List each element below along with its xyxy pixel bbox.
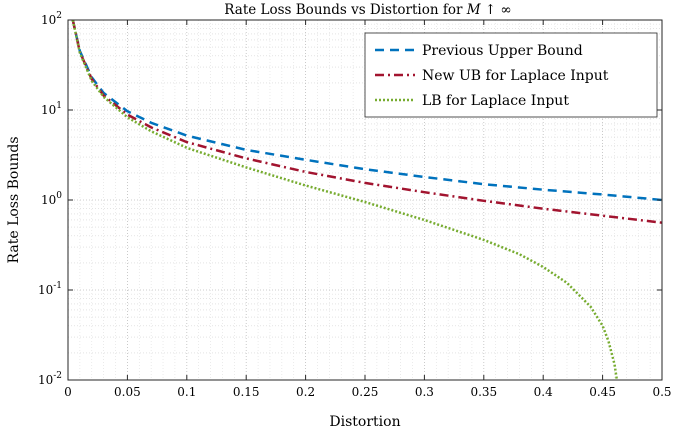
x-tick-label: 0.3: [415, 385, 434, 399]
x-tick-label: 0.05: [114, 385, 141, 399]
x-tick-label: 0.4: [534, 385, 553, 399]
y-axis-label: Rate Loss Bounds: [6, 136, 22, 263]
x-tick-label: 0.15: [233, 385, 260, 399]
y-ticks: 10-2 10-1 100 101 102: [38, 11, 662, 387]
x-tick-label: 0.2: [296, 385, 315, 399]
x-axis-label: Distortion: [329, 414, 400, 430]
x-tick-label: 0.25: [352, 385, 379, 399]
legend-label: Previous Upper Bound: [422, 43, 583, 59]
y-tick-label: 10-1: [38, 281, 62, 297]
x-tick-label: 0.5: [652, 385, 671, 399]
series-line-1: [71, 19, 663, 202]
y-tick-label: 102: [41, 11, 62, 27]
chart-title: Rate Loss Bounds vs Distortion for M ↑ ∞: [224, 2, 511, 18]
y-tick-label: 10-2: [38, 371, 62, 387]
legend: Previous Upper Bound New UB for Laplace I…: [364, 32, 658, 118]
y-tick-label: 101: [41, 101, 62, 117]
x-tick-label: 0.1: [177, 385, 196, 399]
x-tick-label: 0.45: [589, 385, 616, 399]
x-ticks: 0 0.05 0.1 0.15 0.2 0.25 0.3 0.35 0.4 0.45 0.5: [64, 20, 672, 399]
x-tick-label: 0.35: [470, 385, 497, 399]
series-line-3: [71, 19, 619, 381]
legend-label: New UB for Laplace Input: [422, 68, 609, 84]
series-line-2: [71, 19, 663, 224]
legend-label: LB for Laplace Input: [422, 93, 569, 109]
y-tick-label: 100: [41, 191, 62, 207]
series-lines: [71, 19, 663, 381]
x-tick-label: 0: [64, 385, 72, 399]
